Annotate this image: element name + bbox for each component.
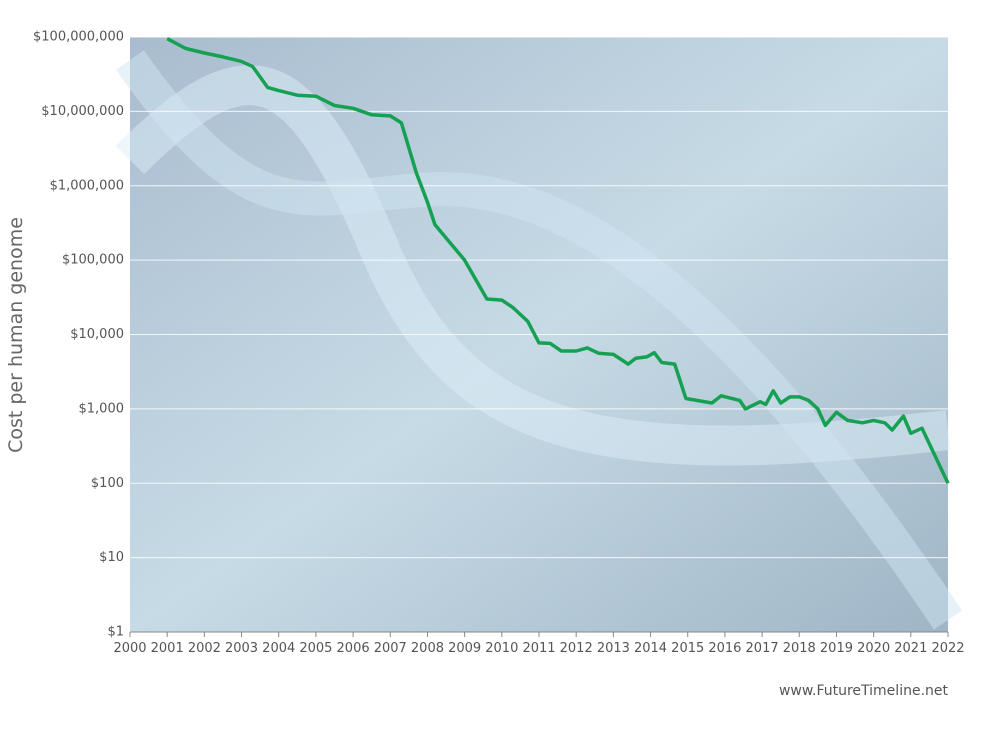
y-tick-label: $1,000,000 <box>50 178 124 193</box>
x-tick-label: 2019 <box>820 641 853 656</box>
x-tick-label: 2020 <box>857 641 890 656</box>
y-tick-label: $1,000 <box>79 401 125 416</box>
y-tick-label: $100,000 <box>62 253 124 268</box>
helix-decoration <box>115 65 951 466</box>
y-tick-label: $10 <box>99 550 124 565</box>
x-tick-label: 2006 <box>337 641 370 656</box>
x-tick-label: 2008 <box>411 641 444 656</box>
x-tick-label: 2015 <box>671 641 704 656</box>
x-tick-label: 2011 <box>522 641 555 656</box>
x-tick-label: 2007 <box>374 641 407 656</box>
x-tick-label: 2014 <box>634 641 667 656</box>
y-tick-label: $100,000,000 <box>33 30 124 45</box>
x-tick-label: 2022 <box>931 641 964 656</box>
y-tick-label: $1 <box>107 625 124 640</box>
x-tick-label: 2009 <box>448 641 481 656</box>
x-tick-label: 2016 <box>708 641 741 656</box>
x-tick-label: 2010 <box>485 641 518 656</box>
x-tick-label: 2021 <box>894 641 927 656</box>
data-line <box>166 37 950 485</box>
x-tick-label: 2005 <box>299 641 332 656</box>
x-tick-label: 2012 <box>560 641 593 656</box>
y-tick-label: $10,000,000 <box>41 104 124 119</box>
x-tick-label: 2003 <box>225 641 258 656</box>
x-tick-label: 2018 <box>783 641 816 656</box>
x-tick-label: 2004 <box>262 641 295 656</box>
y-tick-label: $100 <box>91 476 124 491</box>
y-axis-label: Cost per human genome <box>5 217 27 453</box>
source: www.FutureTimeline.net <box>779 683 949 699</box>
helix-decoration <box>116 50 963 630</box>
x-tick-label: 2000 <box>113 641 146 656</box>
x-tick-label: 2002 <box>188 641 221 656</box>
x-tick-label: 2017 <box>746 641 779 656</box>
x-tick-label: 2001 <box>151 641 184 656</box>
x-tick-label: 2013 <box>597 641 630 656</box>
y-tick-label: $10,000 <box>70 327 124 342</box>
